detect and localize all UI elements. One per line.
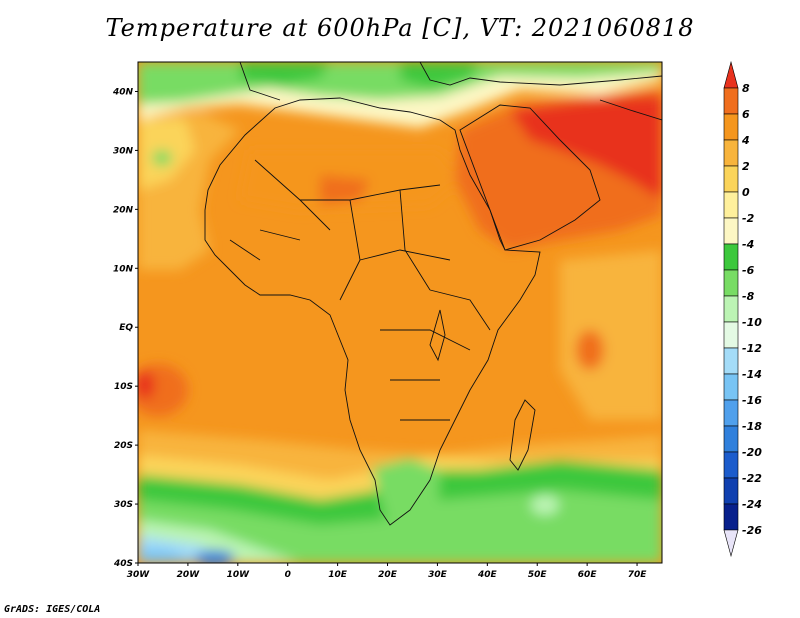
- lat-tick-label: 40S: [113, 559, 133, 569]
- lat-tick-label: 40N: [112, 87, 134, 97]
- colorbar-swatch: [723, 373, 739, 401]
- lon-tick-label: 20E: [378, 570, 398, 580]
- colorbar-swatch: [723, 113, 739, 141]
- colorbar-label: -24: [742, 498, 762, 511]
- longitude-axis: 30W 20W 10W 0 10E 20E 30E 40E 50E 60E 70E: [127, 563, 647, 580]
- colorbar-swatch: [723, 269, 739, 297]
- colorbar-swatch: [723, 347, 739, 375]
- colorbar-swatch: [723, 295, 739, 323]
- colorbar-label: 0: [742, 186, 750, 199]
- lat-tick-label: 20N: [113, 205, 134, 215]
- colorbar-swatch: [723, 529, 739, 558]
- colorbar-swatch: [723, 243, 739, 271]
- lat-tick-label: 20S: [114, 441, 133, 451]
- colorbar-label: 2: [742, 160, 750, 173]
- colorbar-label: -6: [742, 264, 755, 277]
- colorbar-label: -14: [742, 368, 762, 381]
- lat-tick-label: EQ: [119, 323, 133, 333]
- colorbar-swatch: [723, 87, 739, 115]
- lon-tick-label: 50E: [528, 570, 548, 580]
- colorbar-swatch: [723, 217, 739, 245]
- colorbar-swatch: [723, 191, 739, 219]
- lat-tick-label: 10N: [113, 264, 134, 274]
- colorbar-label: -26: [742, 524, 762, 537]
- colorbar-label: -16: [742, 394, 762, 407]
- colorbar-label: -20: [742, 446, 762, 459]
- latitude-axis: 40N 30N 20N 10N EQ 10S 20S 30S 40S: [112, 87, 138, 569]
- lon-tick-label: 40E: [477, 570, 498, 580]
- colorbar-label: 8: [742, 82, 750, 95]
- colorbar-swatch: [723, 321, 739, 349]
- colorbar-swatch: [723, 425, 739, 453]
- coastlines: [204, 62, 662, 526]
- temperature-map: 40N 30N 20N 10N EQ 10S 20S 30S 40S 30W 20W 10W 0 10E…: [112, 60, 762, 580]
- lon-tick-label: 60E: [578, 570, 598, 580]
- colorbar-swatch: [723, 139, 739, 167]
- lon-tick-label: 0: [285, 570, 291, 580]
- colorbar-label: -12: [742, 342, 762, 355]
- map-title: Temperature at 600hPa [C], VT: 202106081…: [105, 14, 695, 42]
- colorbar-label: -18: [742, 420, 762, 433]
- colorbar-swatch: [723, 451, 739, 479]
- lon-tick-label: 30W: [127, 570, 151, 580]
- lat-tick-label: 30S: [114, 500, 133, 510]
- lon-tick-label: 20W: [177, 570, 201, 580]
- colorbar-label: -2: [742, 212, 755, 225]
- lat-tick-label: 30N: [113, 146, 134, 156]
- colorbar-swatch: [723, 503, 739, 531]
- colorbar-label: -10: [742, 316, 762, 329]
- lat-tick-label: 10S: [114, 382, 133, 392]
- colorbar-label: -22: [742, 472, 762, 485]
- colorbar-swatch: [723, 165, 739, 193]
- grads-credit: GrADS: IGES/COLA: [4, 604, 101, 615]
- lon-tick-label: 70E: [628, 570, 648, 580]
- temperature-field: [138, 62, 662, 563]
- colorbar-swatch: [723, 477, 739, 505]
- lon-tick-label: 10W: [227, 570, 251, 580]
- colorbar: 8 6 4 2 0 -2 -4 -6 -8 -10 -12 -14 -16 -18 -20 -22 -24 -26: [723, 60, 762, 558]
- colorbar-label: -8: [742, 290, 755, 303]
- colorbar-swatch: [723, 60, 739, 89]
- colorbar-label: -4: [742, 238, 754, 251]
- colorbar-label: 4: [741, 134, 750, 147]
- lon-tick-label: 10E: [328, 570, 348, 580]
- colorbar-label: 6: [742, 108, 750, 121]
- colorbar-swatch: [723, 399, 739, 427]
- lon-tick-label: 30E: [428, 570, 448, 580]
